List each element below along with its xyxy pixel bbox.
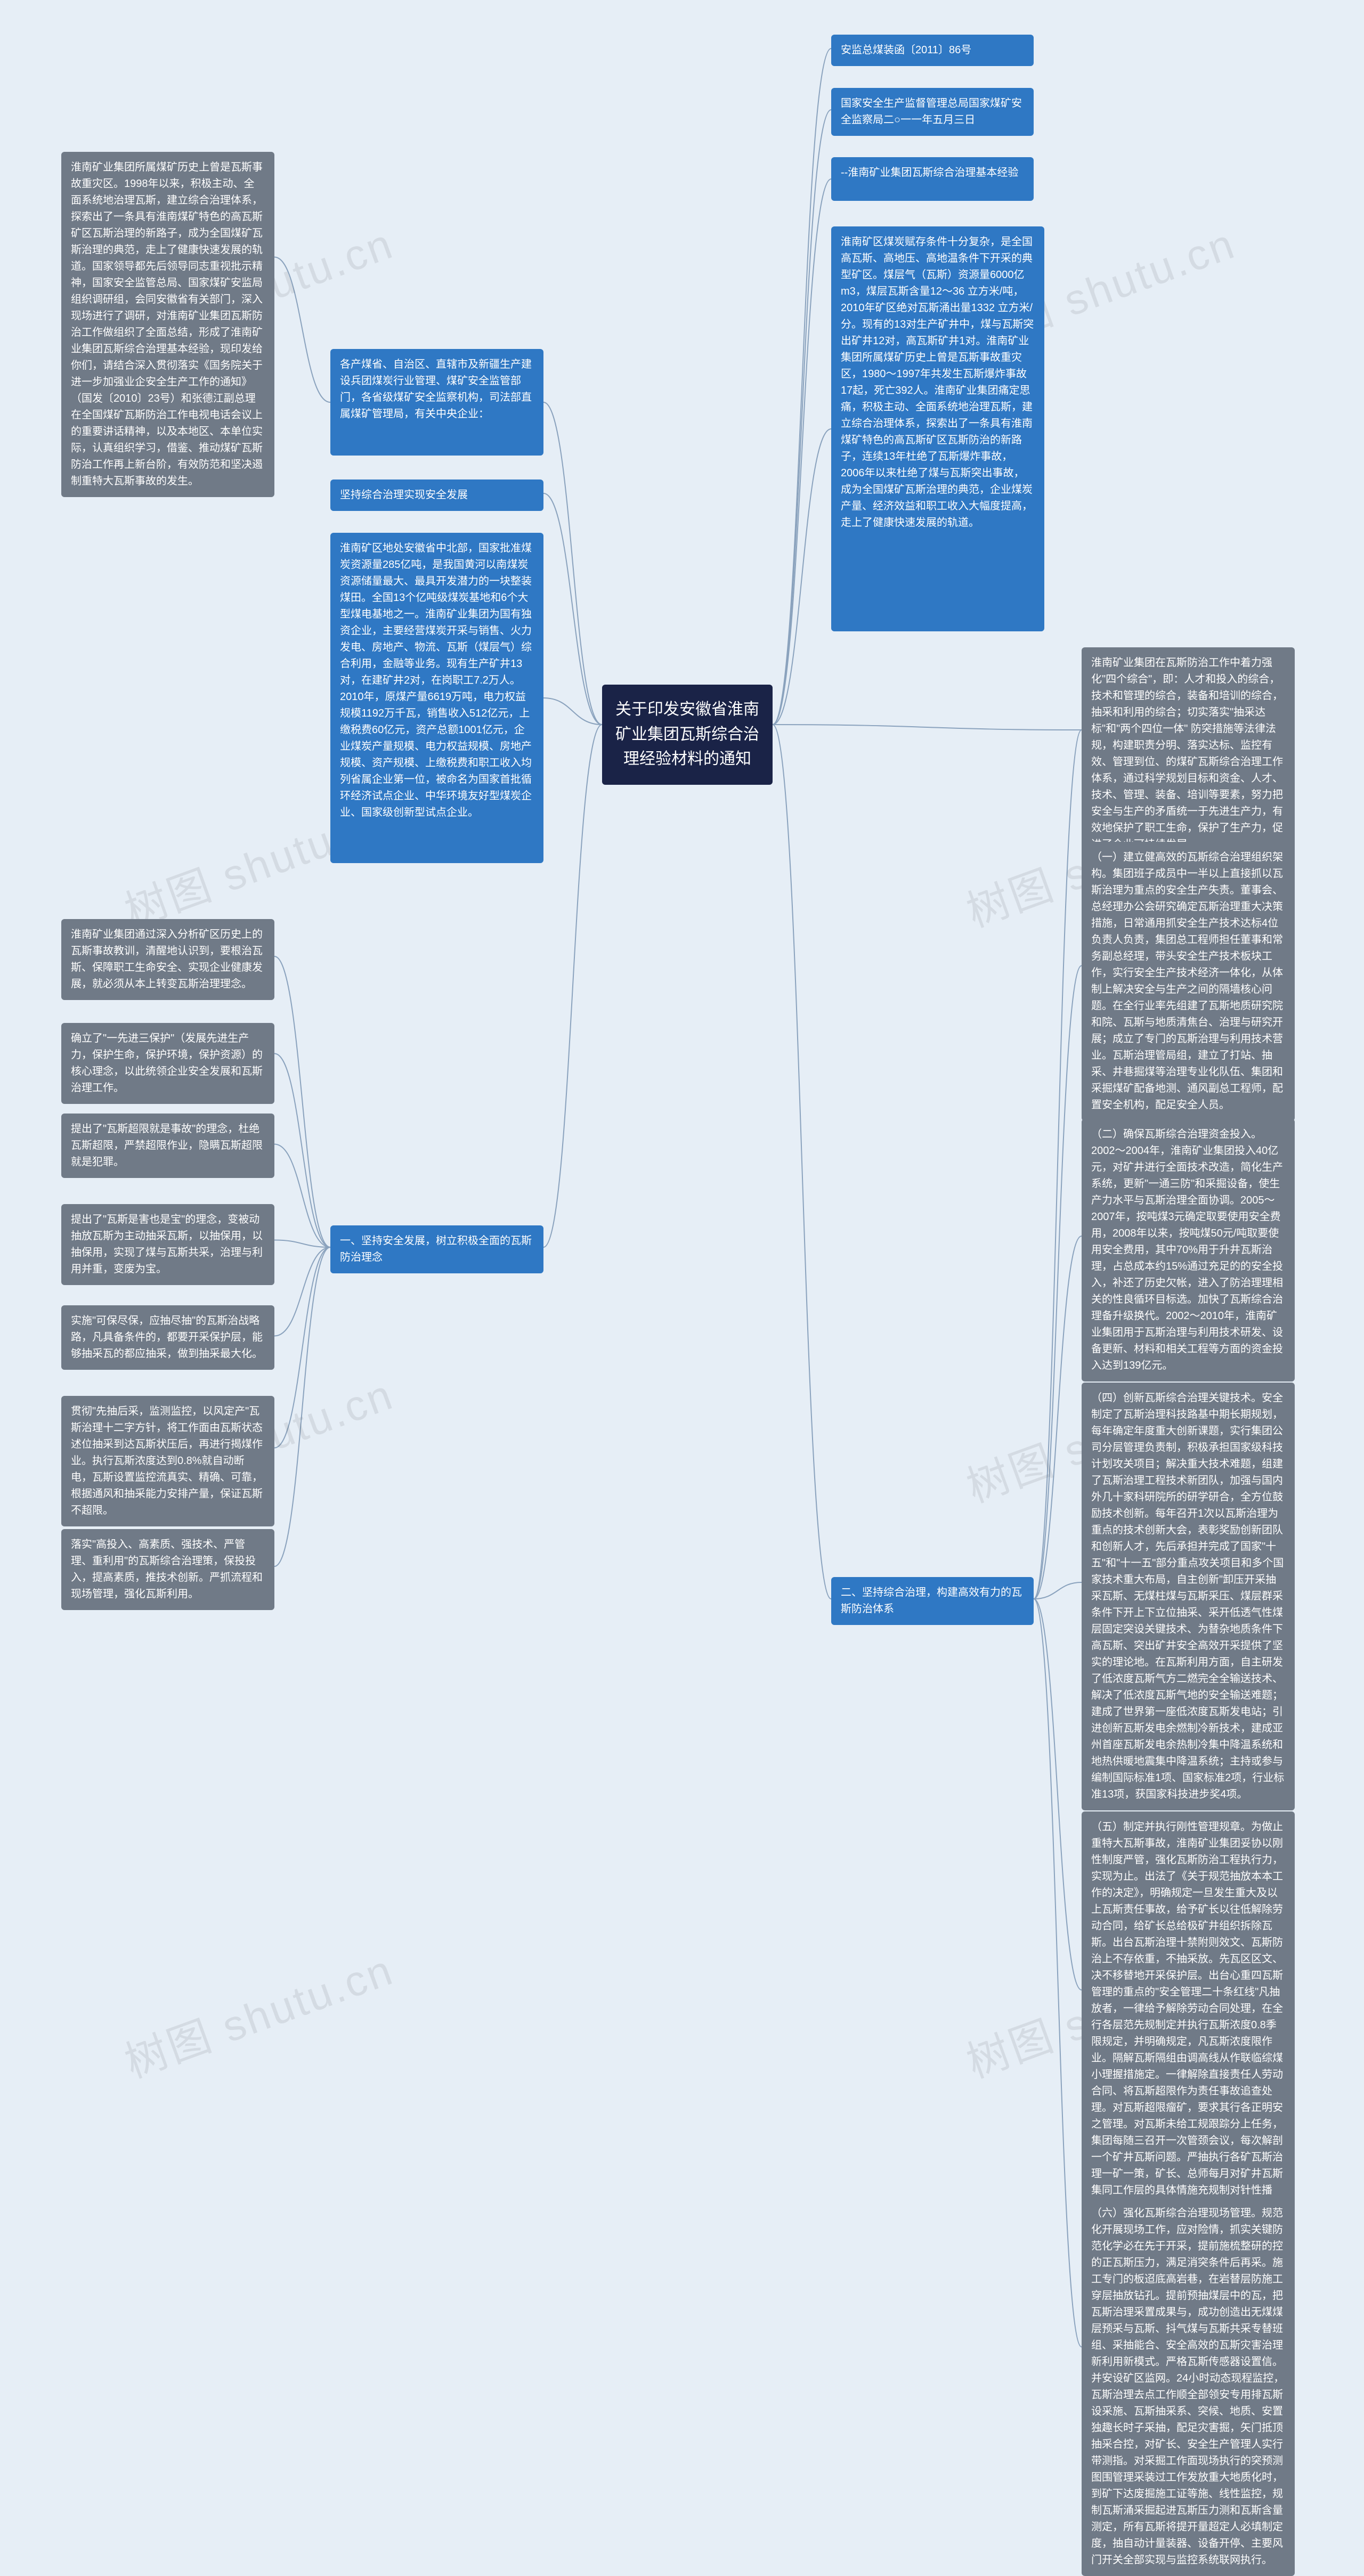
connector	[773, 48, 831, 725]
connector	[773, 110, 831, 725]
node-rt8[interactable]: （四）创新瓦斯综合治理关键技术。安全制定了瓦斯治理科技路基中期长期规划，每年确定…	[1082, 1383, 1295, 1810]
node-rb[interactable]: 二、坚持综合治理，构建高效有力的瓦斯防治体系	[831, 1577, 1034, 1625]
node-rt7[interactable]: （二）确保瓦斯综合治理资金投入。2002～2004年，淮南矿业集团投入40亿元，…	[1082, 1119, 1295, 1382]
node-text: （一）建立健高效的瓦斯综合治理组织架构。集团班子成员中一半以上直接抓以瓦斯治理为…	[1091, 851, 1283, 1111]
connector	[543, 725, 602, 1247]
node-lb[interactable]: 一、坚持安全发展，树立积极全面的瓦斯防治理念	[330, 1225, 543, 1273]
connector	[274, 257, 330, 403]
node-rt5[interactable]: 淮南矿业集团在瓦斯防治工作中着力强化"四个综合"，即：人才和投入的综合，技术和管…	[1082, 647, 1295, 860]
connector	[543, 698, 602, 725]
node-ll5[interactable]: 实施"可保尽保，应抽尽抽"的瓦斯治战略路，凡具备条件的，都要开采保护层，能够抽采…	[61, 1305, 274, 1370]
connector	[1034, 1236, 1082, 1599]
node-rt1[interactable]: 安监总煤装函〔2011〕86号	[831, 35, 1034, 66]
node-text: 淮南矿业集团所属煤矿历史上曾是瓦斯事故重灾区。1998年以来，积极主动、全面系统…	[71, 161, 263, 487]
node-text: （四）创新瓦斯综合治理关键技术。安全制定了瓦斯治理科技路基中期长期规划，每年确定…	[1091, 1392, 1284, 1800]
node-text: 提出了"瓦斯是害也是宝"的理念，变被动抽放瓦斯为主动抽采瓦斯，以抽保用，以抽保用…	[71, 1214, 263, 1275]
connector	[773, 429, 831, 725]
center-node: 关于印发安徽省淮南矿业集团瓦斯综合治理经验材料的通知	[602, 685, 773, 785]
node-rt10[interactable]: （六）强化瓦斯综合治理现场管理。规范化开展现场工作，应对险情，抓实关键防范化学必…	[1082, 2198, 1295, 2576]
node-text: --淮南矿业集团瓦斯综合治理基本经验	[841, 167, 1018, 178]
node-text: （六）强化瓦斯综合治理现场管理。规范化开展现场工作，应对险情，抓实关键防范化学必…	[1091, 2207, 1284, 2566]
node-text: 二、坚持综合治理，构建高效有力的瓦斯防治体系	[841, 1587, 1022, 1615]
node-text: 淮南矿区煤炭赋存条件十分复杂，是全国高瓦斯、高地压、高地温条件下开采的典型矿区。…	[841, 236, 1034, 529]
center-node-text: 关于印发安徽省淮南矿业集团瓦斯综合治理经验材料的通知	[615, 701, 759, 768]
node-text: 实施"可保尽保，应抽尽抽"的瓦斯治战略路，凡具备条件的，都要开采保护层，能够抽采…	[71, 1315, 263, 1360]
node-ll2[interactable]: 确立了"一先进三保护"（发展先进生产力，保护生命，保护环境，保护资源）的核心理念…	[61, 1023, 274, 1104]
connector	[274, 956, 330, 1247]
node-text: 坚持综合治理实现安全发展	[340, 489, 468, 501]
connector	[274, 1240, 330, 1248]
connector	[543, 402, 602, 725]
node-text: 落实"高投入、高素质、强技术、严管理、重利用"的瓦斯综合治理策，保投投入，提高素…	[71, 1539, 263, 1600]
connector	[773, 725, 831, 1599]
connector	[1034, 730, 1082, 1599]
node-text: 淮南矿区地处安徽省中北部，国家批准煤炭资源量285亿吨，是我国黄河以南煤炭资源储…	[340, 542, 532, 818]
connector	[274, 1247, 330, 1566]
node-lt1[interactable]: 淮南矿业集团所属煤矿历史上曾是瓦斯事故重灾区。1998年以来，积极主动、全面系统…	[61, 152, 274, 497]
node-lt4[interactable]: 淮南矿区地处安徽省中北部，国家批准煤炭资源量285亿吨，是我国黄河以南煤炭资源储…	[330, 533, 543, 863]
node-ll1[interactable]: 淮南矿业集团通过深入分析矿区历史上的瓦斯事故教训，清醒地认识到，要根治瓦斯、保障…	[61, 919, 274, 1000]
node-text: （二）确保瓦斯综合治理资金投入。2002～2004年，淮南矿业集团投入40亿元，…	[1091, 1128, 1283, 1371]
node-ll4[interactable]: 提出了"瓦斯是害也是宝"的理念，变被动抽放瓦斯为主动抽采瓦斯，以抽保用，以抽保用…	[61, 1204, 274, 1285]
connector	[1034, 1599, 1082, 1990]
node-text: 淮南矿业集团通过深入分析矿区历史上的瓦斯事故教训，清醒地认识到，要根治瓦斯、保障…	[71, 929, 263, 990]
node-ll7[interactable]: 落实"高投入、高素质、强技术、严管理、重利用"的瓦斯综合治理策，保投投入，提高素…	[61, 1529, 274, 1610]
node-rt2[interactable]: 国家安全生产监督管理总局国家煤矿安全监察局二○一一年五月三日	[831, 88, 1034, 136]
watermark: 树图 shutu.cn	[115, 1936, 401, 2090]
node-text: 各产煤省、自治区、直辖市及新疆生产建设兵团煤炭行业管理、煤矿安全监管部门，各省级…	[340, 359, 532, 420]
connector	[1034, 1599, 1082, 2347]
node-rt4[interactable]: 淮南矿区煤炭赋存条件十分复杂，是全国高瓦斯、高地压、高地温条件下开采的典型矿区。…	[831, 226, 1044, 631]
connector	[773, 725, 1082, 730]
connector	[1034, 1582, 1082, 1599]
node-rt6[interactable]: （一）建立健高效的瓦斯综合治理组织架构。集团班子成员中一半以上直接抓以瓦斯治理为…	[1082, 842, 1295, 1121]
node-text: 淮南矿业集团在瓦斯防治工作中着力强化"四个综合"，即：人才和投入的综合，技术和管…	[1091, 657, 1283, 850]
node-text: 确立了"一先进三保护"（发展先进生产力，保护生命，保护环境，保护资源）的核心理念…	[71, 1033, 263, 1094]
connector	[274, 1247, 330, 1336]
node-rt3[interactable]: --淮南矿业集团瓦斯综合治理基本经验	[831, 157, 1034, 201]
node-ll3[interactable]: 提出了"瓦斯超限就是事故"的理念，杜绝瓦斯超限，严禁超限作业，隐瞒瓦斯超限就是犯…	[61, 1114, 274, 1178]
connector	[543, 493, 602, 725]
node-lt2[interactable]: 各产煤省、自治区、直辖市及新疆生产建设兵团煤炭行业管理、煤矿安全监管部门，各省级…	[330, 349, 543, 456]
connector	[274, 1144, 330, 1248]
connector	[773, 179, 831, 725]
node-text: 提出了"瓦斯超限就是事故"的理念，杜绝瓦斯超限，严禁超限作业，隐瞒瓦斯超限就是犯…	[71, 1123, 263, 1168]
connector	[1034, 966, 1082, 1599]
connector	[274, 1247, 330, 1448]
node-text: 国家安全生产监督管理总局国家煤矿安全监察局二○一一年五月三日	[841, 97, 1022, 126]
node-text: 安监总煤装函〔2011〕86号	[841, 44, 971, 56]
node-text: 贯彻"先抽后采，监测监控，以风定产"瓦斯治理十二字方针，将工作面由瓦斯状态述位抽…	[71, 1405, 263, 1516]
connector	[274, 1054, 330, 1248]
node-lt3[interactable]: 坚持综合治理实现安全发展	[330, 480, 543, 511]
node-ll6[interactable]: 贯彻"先抽后采，监测监控，以风定产"瓦斯治理十二字方针，将工作面由瓦斯状态述位抽…	[61, 1396, 274, 1526]
node-text: 一、坚持安全发展，树立积极全面的瓦斯防治理念	[340, 1235, 532, 1263]
